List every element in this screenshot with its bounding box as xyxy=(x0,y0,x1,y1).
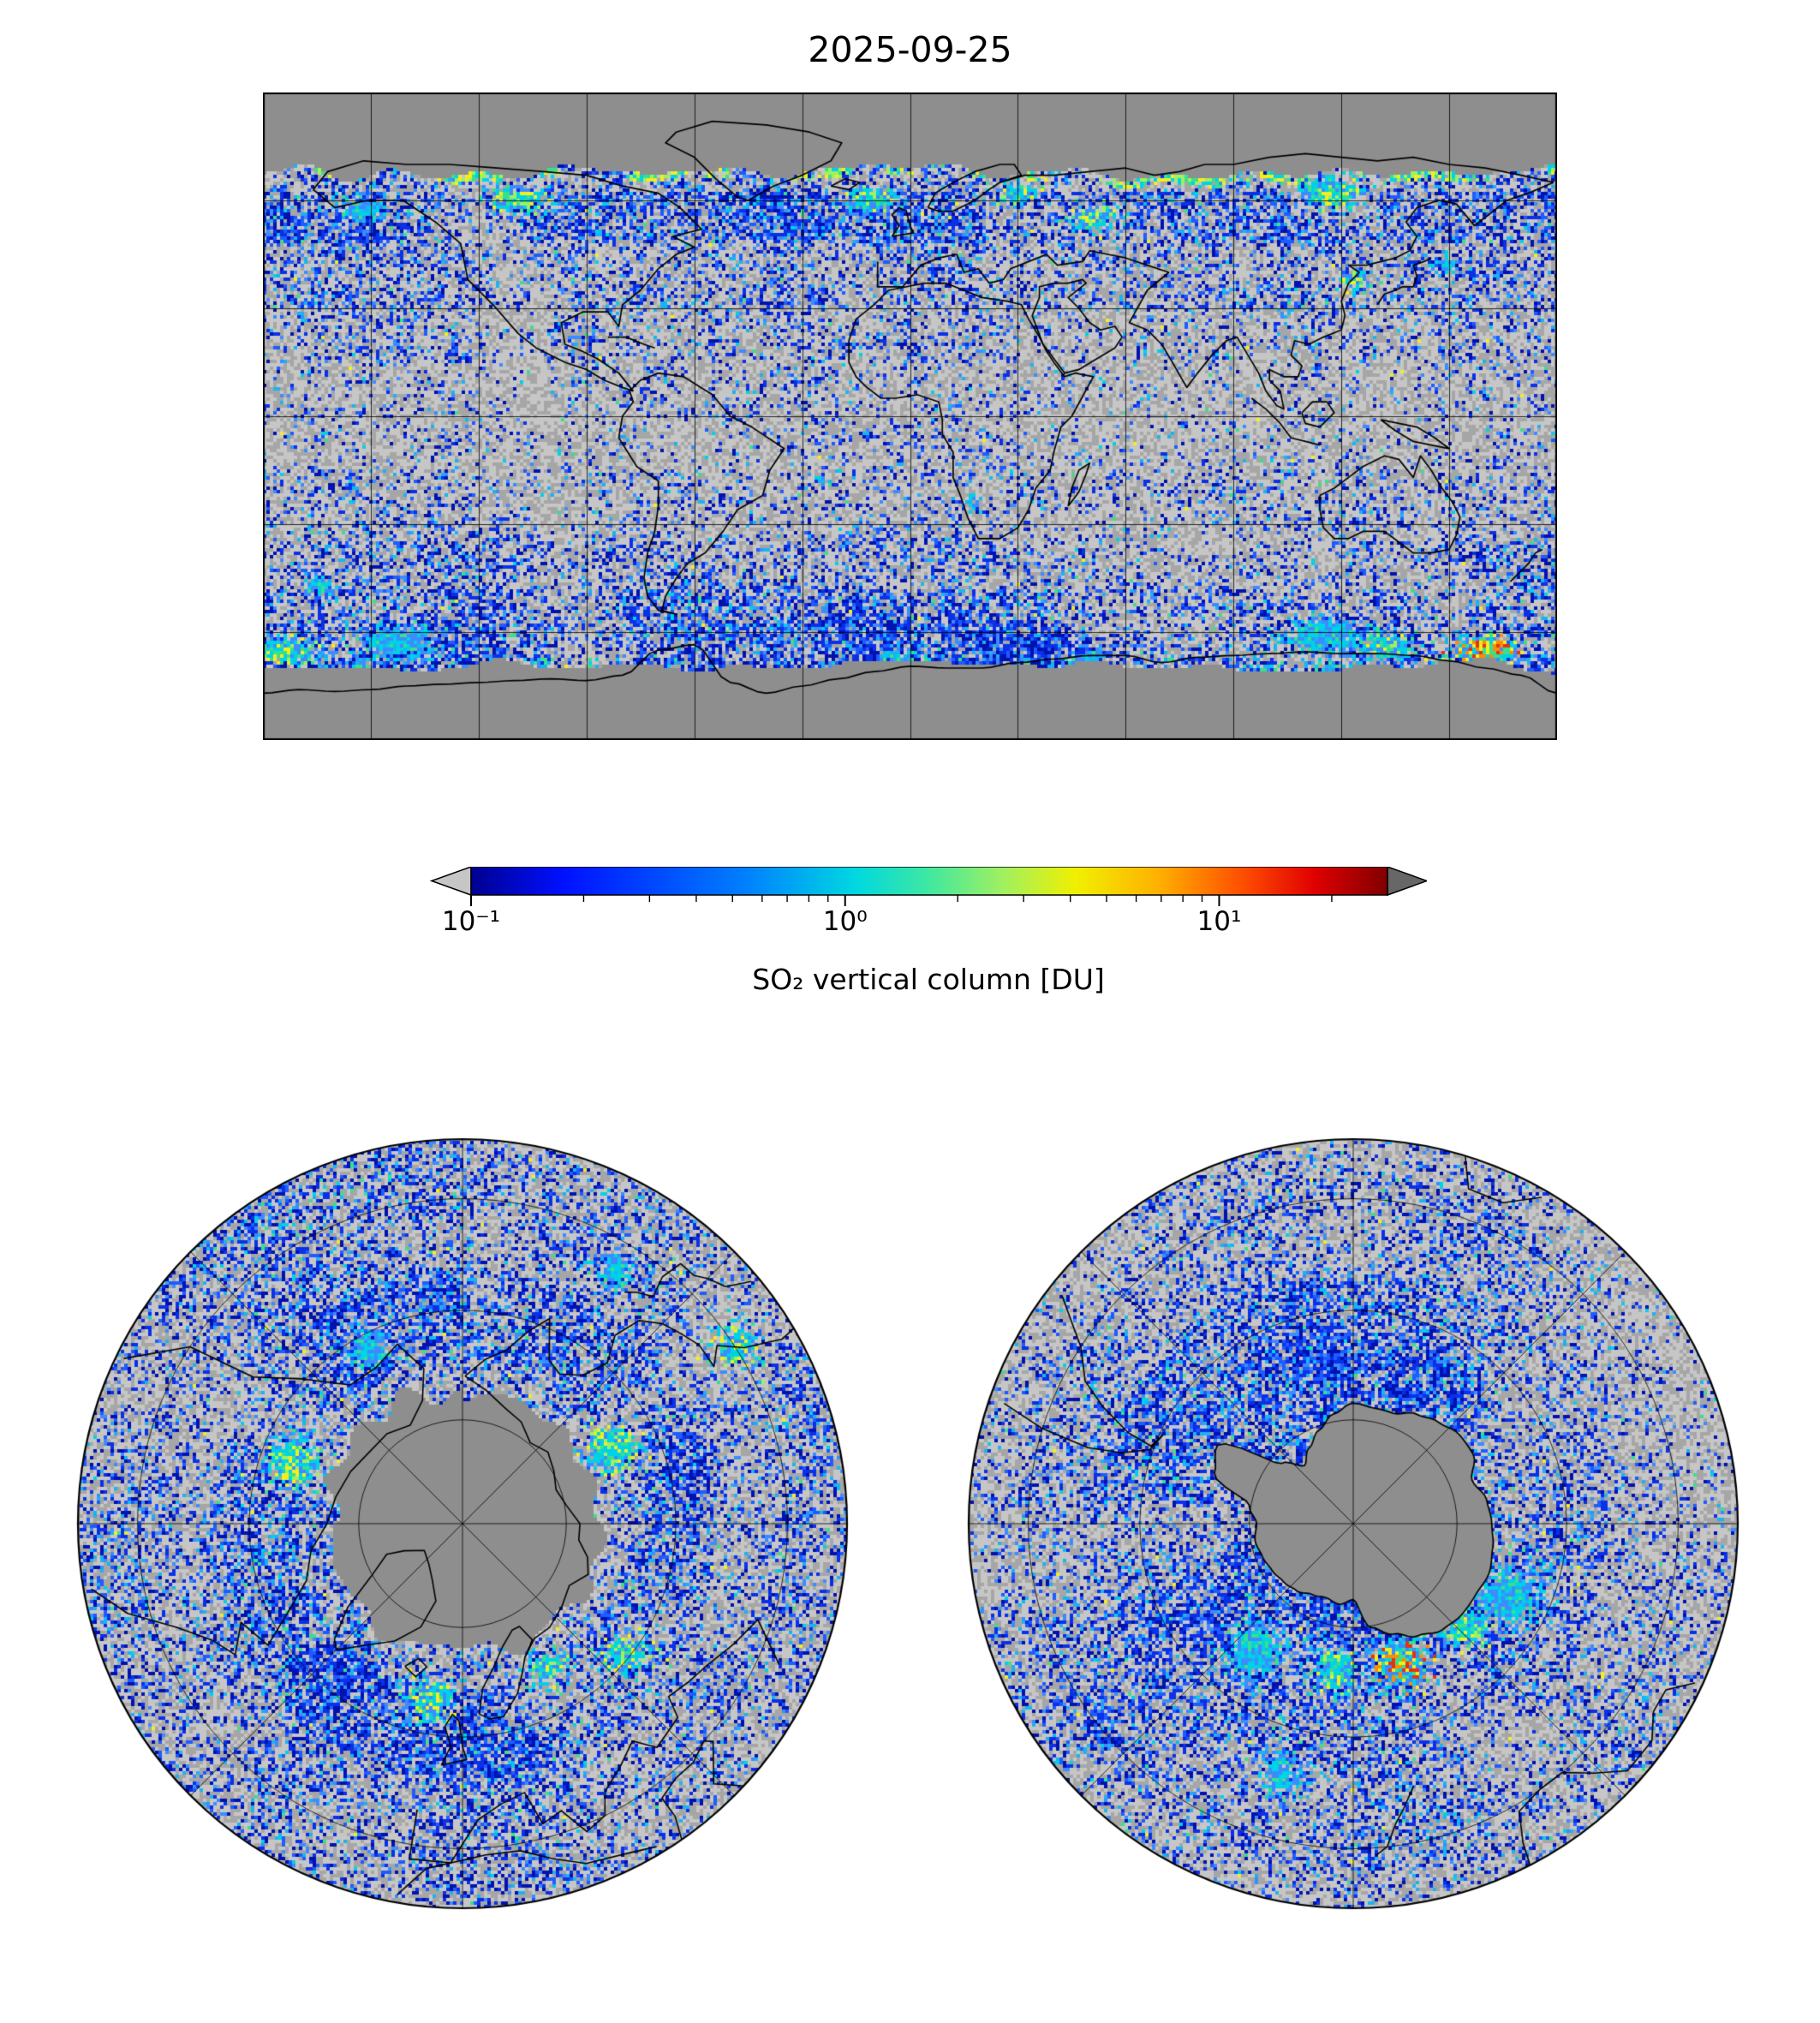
global-map-canvas xyxy=(263,92,1557,740)
colorbar-tick-label: 10⁰ xyxy=(822,906,868,937)
colorbar-bar xyxy=(470,867,1388,896)
colorbar-tick-label: 10¹ xyxy=(1196,906,1242,937)
colorbar-under-arrow xyxy=(430,867,472,897)
colorbar-gradient xyxy=(430,867,1427,906)
north-polar-canvas xyxy=(76,1137,849,1910)
figure-title: 2025-09-25 xyxy=(808,29,1012,70)
colorbar-tick-label: 10⁻¹ xyxy=(441,906,501,937)
colorbar-label: SO₂ vertical column [DU] xyxy=(752,963,1105,996)
colorbar-over-arrow xyxy=(1387,867,1427,897)
south-polar-canvas xyxy=(967,1137,1739,1910)
